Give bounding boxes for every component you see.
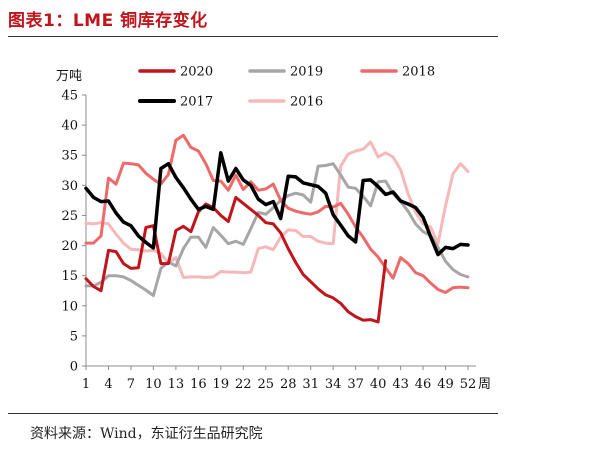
x-axis-unit-label: 周 bbox=[478, 377, 491, 392]
x-tick-label: 34 bbox=[325, 377, 342, 392]
x-tick-label: 7 bbox=[127, 377, 135, 392]
x-tick-label: 31 bbox=[302, 377, 319, 392]
legend-label-2020: 2020 bbox=[180, 65, 213, 80]
series-line-2017 bbox=[84, 151, 470, 257]
figure-title: 图表1：LME 铜库存变化 bbox=[8, 11, 208, 31]
series-line-2016 bbox=[84, 140, 470, 279]
x-tick-label: 1 bbox=[82, 377, 90, 392]
legend: 2020 2019 2018 2017 2016 bbox=[138, 65, 435, 110]
x-tick-label: 25 bbox=[257, 377, 274, 392]
x-tick-label: 4 bbox=[104, 377, 112, 392]
x-tick-label: 16 bbox=[190, 377, 207, 392]
y-tick-label: 35 bbox=[61, 149, 78, 164]
bottom-rule bbox=[8, 413, 498, 414]
x-tick-label: 43 bbox=[392, 377, 409, 392]
series-line-2019 bbox=[84, 162, 470, 297]
x-tick-label: 46 bbox=[415, 377, 432, 392]
y-tick-label: 10 bbox=[61, 299, 78, 314]
x-tick-label: 52 bbox=[460, 377, 477, 392]
legend-label-2019: 2019 bbox=[290, 65, 323, 80]
y-tick-label: 25 bbox=[61, 209, 78, 224]
source-note: 资料来源：Wind，东证衍生品研究院 bbox=[30, 426, 263, 442]
x-tick-label: 22 bbox=[235, 377, 252, 392]
y-tick-label: 40 bbox=[61, 119, 78, 134]
x-tick-label: 19 bbox=[213, 377, 230, 392]
x-tick-label: 49 bbox=[437, 377, 454, 392]
x-tick-label: 40 bbox=[370, 377, 387, 392]
series-line-2018 bbox=[84, 133, 470, 294]
y-tick-label: 0 bbox=[70, 360, 78, 375]
series-line-2020 bbox=[84, 195, 388, 324]
x-tick-label: 13 bbox=[168, 377, 185, 392]
x-tick-label: 10 bbox=[145, 377, 162, 392]
x-tick-label: 28 bbox=[280, 377, 297, 392]
axes: 0 5 10 15 20 25 30 35 40 45 1 4 7 10 13 16 19 22 25 28 31 34 3… bbox=[61, 89, 476, 393]
legend-label-2016: 2016 bbox=[290, 95, 323, 110]
top-rule bbox=[8, 36, 498, 37]
legend-label-2017: 2017 bbox=[180, 95, 213, 110]
y-tick-label: 5 bbox=[70, 329, 78, 344]
y-tick-label: 30 bbox=[61, 179, 78, 194]
legend-label-2018: 2018 bbox=[402, 65, 435, 80]
series-lines bbox=[84, 133, 470, 324]
y-tick-label: 20 bbox=[61, 239, 78, 254]
x-tick-label: 37 bbox=[347, 377, 364, 392]
y-tick-label: 15 bbox=[61, 269, 78, 284]
y-axis-unit-label: 万吨 bbox=[56, 69, 82, 84]
y-tick-label: 45 bbox=[61, 89, 78, 104]
